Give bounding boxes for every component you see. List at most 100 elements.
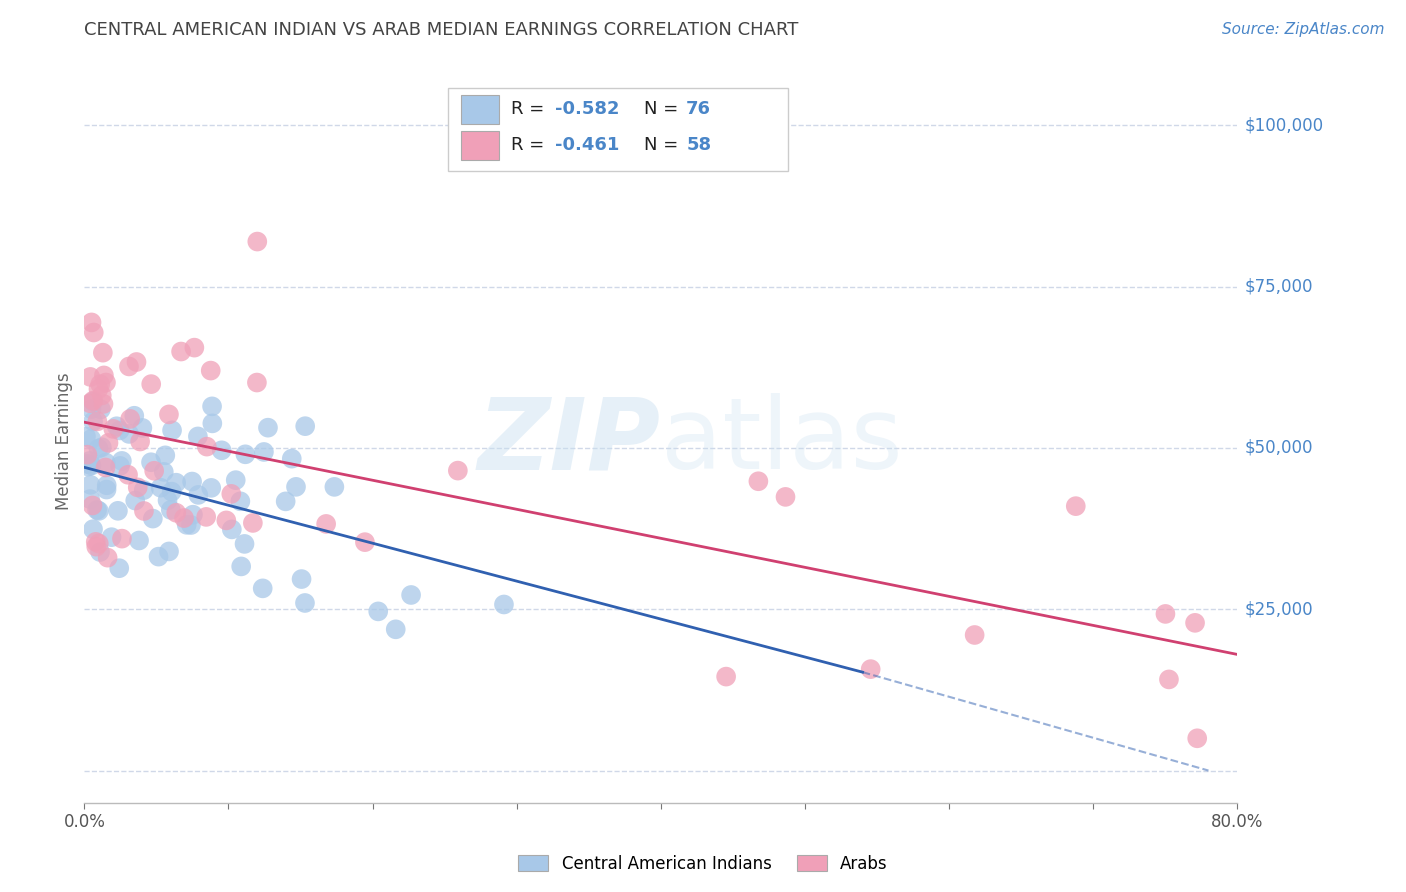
Point xyxy=(96,478,118,492)
Point xyxy=(107,504,129,518)
Point xyxy=(142,511,165,525)
Point xyxy=(285,480,308,494)
Point xyxy=(108,424,131,438)
Point xyxy=(125,355,148,369)
Point xyxy=(132,483,155,497)
Point xyxy=(257,420,280,434)
Point xyxy=(80,432,103,446)
Point xyxy=(242,516,264,530)
Point xyxy=(367,604,389,618)
Point xyxy=(87,536,110,550)
Point xyxy=(211,443,233,458)
Point xyxy=(447,464,470,478)
Point xyxy=(79,396,101,410)
Legend: Central American Indians, Arabs: Central American Indians, Arabs xyxy=(512,848,894,880)
Point xyxy=(200,481,222,495)
Point xyxy=(152,465,174,479)
Point xyxy=(195,440,218,454)
Point xyxy=(108,561,131,575)
Point xyxy=(76,457,98,471)
Point xyxy=(94,376,117,390)
Point xyxy=(86,414,108,428)
Point xyxy=(76,448,98,462)
Point xyxy=(82,393,104,408)
Point xyxy=(201,417,224,431)
Point xyxy=(80,402,103,417)
Point xyxy=(253,445,276,459)
Point xyxy=(165,506,187,520)
Point xyxy=(141,377,163,392)
Point xyxy=(252,582,274,596)
Point xyxy=(1064,499,1087,513)
Point xyxy=(93,368,115,383)
Point xyxy=(105,419,128,434)
Bar xyxy=(461,95,499,124)
Point xyxy=(384,623,406,637)
Point xyxy=(747,475,769,489)
Text: $25,000: $25,000 xyxy=(1244,600,1313,618)
Point xyxy=(246,235,269,249)
Point xyxy=(231,559,253,574)
Point xyxy=(219,487,242,501)
Point xyxy=(82,499,104,513)
Point xyxy=(173,511,195,525)
Point xyxy=(89,545,111,559)
Point xyxy=(187,429,209,443)
Point xyxy=(233,537,256,551)
Point xyxy=(149,481,172,495)
Point xyxy=(229,494,252,508)
Point xyxy=(80,315,103,329)
Point xyxy=(118,426,141,441)
Point xyxy=(87,442,110,456)
Point xyxy=(859,662,882,676)
Point xyxy=(90,440,112,454)
Text: N =: N = xyxy=(644,100,683,118)
Point xyxy=(195,509,218,524)
Point xyxy=(200,363,222,377)
Point xyxy=(118,359,141,374)
Point xyxy=(281,451,304,466)
Point xyxy=(1187,731,1209,746)
Point xyxy=(108,458,131,473)
Point xyxy=(87,504,110,518)
Point xyxy=(225,473,247,487)
Point xyxy=(91,345,114,359)
Text: $50,000: $50,000 xyxy=(1244,439,1313,457)
Text: 58: 58 xyxy=(686,136,711,154)
Text: atlas: atlas xyxy=(661,393,903,490)
Text: R =: R = xyxy=(510,136,550,154)
Point xyxy=(323,480,346,494)
Point xyxy=(294,419,316,434)
Point xyxy=(120,412,142,426)
Point xyxy=(159,503,181,517)
Point xyxy=(183,341,205,355)
Point xyxy=(79,492,101,507)
Point xyxy=(155,448,177,462)
Point xyxy=(176,517,198,532)
Text: 76: 76 xyxy=(686,100,711,118)
Point xyxy=(181,475,204,489)
Point xyxy=(1184,615,1206,630)
Point xyxy=(86,503,108,517)
Point xyxy=(111,532,134,546)
Point xyxy=(79,370,101,384)
Point xyxy=(139,455,162,469)
Point xyxy=(79,478,101,492)
Bar xyxy=(461,131,499,160)
Point xyxy=(82,414,104,428)
Point xyxy=(143,464,166,478)
Point xyxy=(129,434,152,449)
Point xyxy=(157,408,180,422)
Point xyxy=(96,483,118,497)
Point xyxy=(235,447,257,461)
Text: -0.461: -0.461 xyxy=(555,136,619,154)
Text: CENTRAL AMERICAN INDIAN VS ARAB MEDIAN EARNINGS CORRELATION CHART: CENTRAL AMERICAN INDIAN VS ARAB MEDIAN E… xyxy=(84,21,799,38)
Point xyxy=(170,344,193,359)
Point xyxy=(82,522,104,536)
Point xyxy=(160,423,183,437)
Point xyxy=(117,467,139,482)
Point xyxy=(97,436,120,450)
Point xyxy=(90,388,112,402)
Point xyxy=(160,484,183,499)
Point xyxy=(124,409,146,423)
